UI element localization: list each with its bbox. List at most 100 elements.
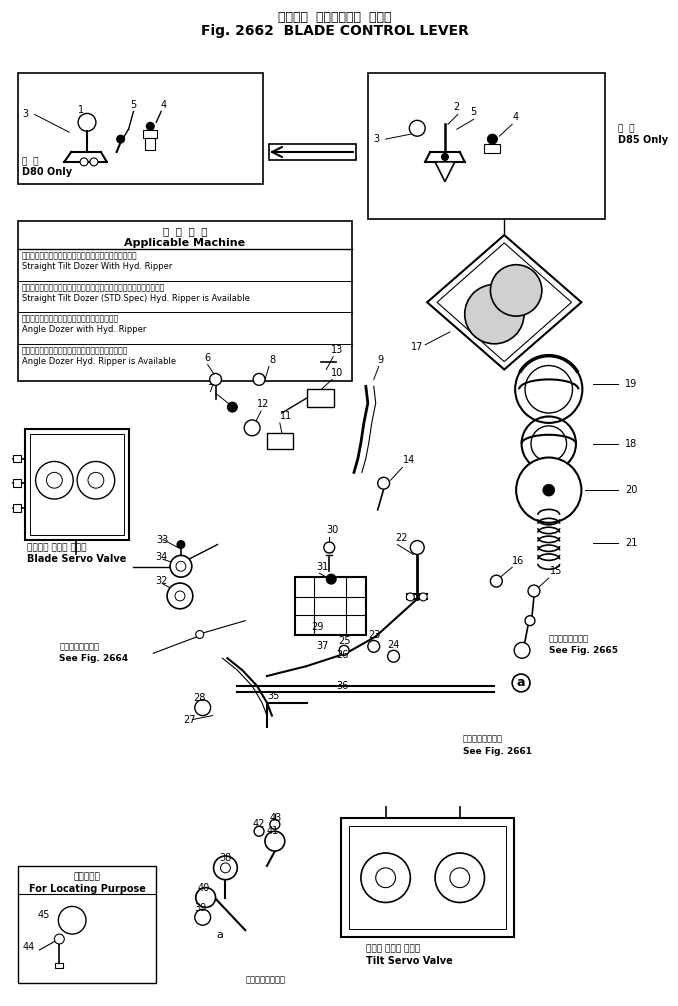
Circle shape [117,135,125,143]
Text: 3: 3 [23,110,29,120]
Text: 27: 27 [183,714,195,724]
Text: 適  用  機  種: 適 用 機 種 [163,226,207,236]
Circle shape [146,123,155,130]
Text: 16: 16 [512,556,524,566]
Text: Straight Tilt Dozer With Hyd. Ripper: Straight Tilt Dozer With Hyd. Ripper [22,263,172,272]
Circle shape [175,591,185,601]
Circle shape [177,540,185,548]
Circle shape [36,462,73,499]
Circle shape [244,420,260,436]
Circle shape [90,158,98,166]
Text: 位置決め用: 位置決め用 [74,872,100,881]
Text: 18: 18 [625,439,637,449]
Text: 1: 1 [78,106,84,116]
Text: 11: 11 [280,411,292,421]
Bar [13,479,21,487]
Circle shape [464,285,524,344]
Circle shape [514,643,530,658]
Text: 専  用: 専 用 [22,157,38,166]
Circle shape [196,631,203,639]
Circle shape [253,373,265,385]
Text: ストレートチルトドーザハイドロリックリッパー装着車: ストレートチルトドーザハイドロリックリッパー装着車 [22,252,138,261]
Text: 5: 5 [130,100,136,110]
Circle shape [176,561,186,571]
Circle shape [47,473,62,488]
Text: 35: 35 [267,691,279,701]
Text: 24: 24 [388,641,400,651]
Circle shape [227,402,237,412]
Bar [267,433,293,449]
Text: 3: 3 [374,134,380,144]
Text: 19: 19 [625,379,637,389]
Circle shape [265,831,285,851]
Text: a: a [216,931,223,940]
Text: 40: 40 [198,882,210,892]
Circle shape [378,477,390,489]
Circle shape [210,373,222,385]
Circle shape [512,674,530,692]
Circle shape [339,646,349,655]
Circle shape [254,826,264,836]
Text: 21: 21 [625,537,637,547]
Text: Straight Tilt Dozer (STD.Spec) Hyd. Ripper is Available: Straight Tilt Dozer (STD.Spec) Hyd. Ripp… [22,294,250,303]
Bar [18,221,352,381]
Circle shape [368,641,380,652]
Bar [13,504,21,512]
Circle shape [406,593,414,601]
Bar [295,577,366,635]
Text: 43: 43 [270,814,282,824]
Text: Blade Servo Valve: Blade Servo Valve [26,554,126,564]
Circle shape [326,574,336,584]
Text: 第２６６４図参照: 第２６６４図参照 [60,642,99,651]
Circle shape [324,542,335,553]
Text: チルト サーボ バルブ: チルト サーボ バルブ [366,945,420,954]
Text: See Fig. 2664: See Fig. 2664 [60,654,128,663]
Circle shape [220,863,231,873]
Bar [18,312,352,344]
Text: Tilt Servo Valve: Tilt Servo Valve [366,956,453,966]
Text: 44: 44 [23,942,35,952]
Circle shape [170,555,192,577]
Circle shape [80,158,88,166]
Polygon shape [437,243,572,361]
Circle shape [435,853,485,902]
Circle shape [450,868,470,887]
Circle shape [528,585,540,597]
Circle shape [487,134,498,144]
Circle shape [490,265,542,316]
Polygon shape [427,235,582,369]
Bar [143,130,157,138]
Text: See Fig. 2661: See Fig. 2661 [463,746,532,756]
Text: 38: 38 [220,853,232,863]
Circle shape [54,935,64,944]
Bar [13,455,21,463]
Text: 29: 29 [311,622,324,632]
Bar [30,434,123,534]
Text: アングルドーザハイドロリックリッパー装着車: アングルドーザハイドロリックリッパー装着車 [22,315,119,324]
Circle shape [77,462,115,499]
Bar [368,72,605,219]
Text: For Locating Purpose: For Locating Purpose [28,883,146,893]
Text: 2: 2 [453,103,459,113]
Bar [18,248,352,281]
Text: 37: 37 [317,642,329,651]
Text: 22: 22 [395,532,408,542]
Text: 42: 42 [252,819,264,829]
Bar [485,144,500,153]
Circle shape [419,593,427,601]
Circle shape [410,121,425,136]
Circle shape [516,458,582,523]
Circle shape [441,154,448,160]
Circle shape [490,575,502,588]
Text: ブレード  コントロール  レバー: ブレード コントロール レバー [279,11,392,24]
Text: 第２６６５図参照: 第２６６５図参照 [549,634,589,643]
Text: 31: 31 [317,562,329,572]
Text: 専  用: 専 用 [618,125,635,134]
Text: 39: 39 [195,903,207,913]
Text: 6: 6 [205,353,211,362]
Circle shape [196,887,216,907]
Bar [18,866,156,983]
Text: D80 Only: D80 Only [22,167,72,177]
Text: 30: 30 [326,525,338,535]
Text: 15: 15 [550,566,562,576]
